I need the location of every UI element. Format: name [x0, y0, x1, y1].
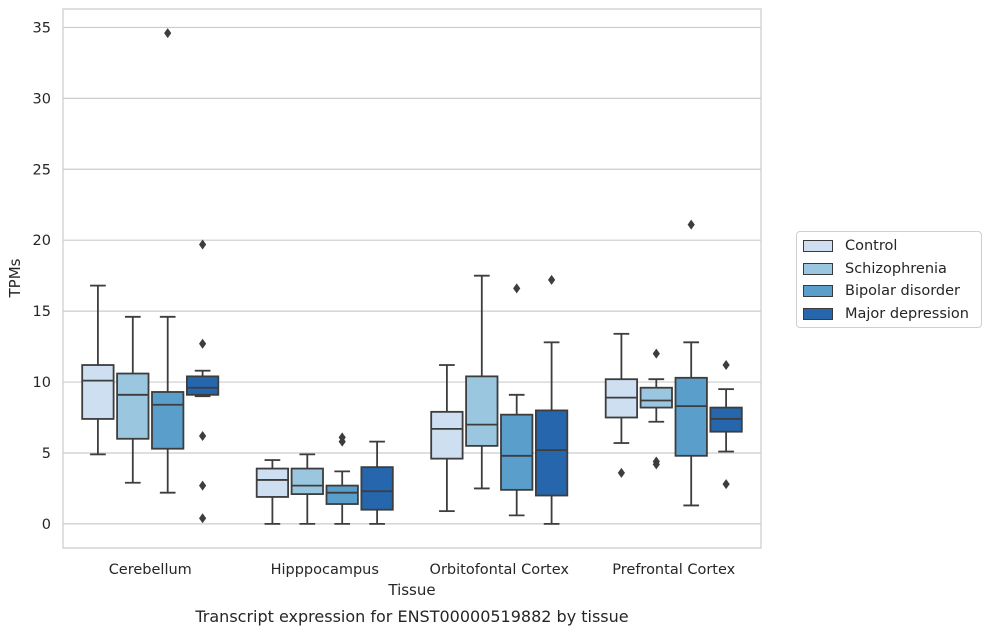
outlier-point: [199, 480, 207, 491]
plot-area-frame: [62, 8, 762, 549]
chart-caption: Transcript expression for ENST0000051988…: [194, 607, 628, 626]
box-control: [255, 459, 290, 525]
outlier-point: [722, 479, 730, 490]
box-major-depression: [534, 274, 569, 525]
box-iqr: [325, 484, 359, 505]
y-tick-label: 20: [33, 233, 51, 249]
gridlines: [63, 26, 761, 525]
box-bipolar-disorder: [500, 283, 534, 517]
box-iqr: [151, 391, 185, 450]
outlier-point: [513, 283, 521, 294]
box-major-depression: [185, 239, 220, 524]
outlier-point: [164, 28, 172, 39]
y-tick-label: 5: [42, 446, 51, 462]
legend-item: Schizophrenia: [797, 258, 981, 281]
box-schizophrenia: [290, 453, 324, 525]
box-iqr: [81, 364, 115, 420]
boxes: [81, 28, 743, 525]
outlier-point: [338, 436, 346, 447]
legend-label: Major depression: [845, 305, 969, 322]
legend-label: Control: [845, 238, 898, 255]
legend-swatch: [803, 262, 833, 275]
x-tick-label: Orbitofontal Cortex: [430, 562, 570, 578]
y-tick-labels: 0 5 10 15 20 25 30 35: [33, 20, 51, 532]
box-major-depression: [360, 440, 394, 525]
outlier-point: [687, 219, 695, 230]
y-axis-label: TPMs: [6, 258, 24, 298]
legend-label: Schizophrenia: [845, 260, 947, 277]
legend-item: Control: [797, 235, 981, 258]
box-iqr: [185, 375, 220, 396]
box-control: [430, 364, 464, 513]
box-bipolar-disorder: [325, 432, 359, 525]
box-iqr: [674, 376, 708, 457]
outlier-point: [652, 348, 660, 359]
y-tick-label: 25: [33, 162, 51, 178]
x-tick-label: Cerebellum: [109, 562, 192, 578]
legend: Control Schizophrenia Bipolar disorder Majo…: [796, 231, 982, 328]
box-schizophrenia: [465, 274, 499, 490]
x-tick-label: Hipppocampus: [271, 562, 379, 578]
box-schizophrenia: [639, 348, 673, 470]
legend-swatch: [803, 240, 833, 253]
outlier-point: [199, 239, 207, 250]
x-tick-labels: Cerebellum Hipppocampus Orbitofontal Corte…: [109, 562, 736, 578]
box-iqr: [534, 409, 569, 497]
outlier-point: [722, 360, 730, 371]
y-tick-label: 30: [33, 91, 51, 107]
x-axis-label: Tissue: [387, 581, 435, 599]
box-iqr: [430, 410, 464, 460]
outlier-point: [617, 467, 625, 478]
box-iqr: [255, 467, 290, 498]
y-tick-label: 0: [42, 517, 51, 533]
y-tick-label: 15: [33, 304, 51, 320]
y-tick-label: 10: [33, 375, 51, 391]
y-tick-label: 35: [33, 20, 51, 36]
outlier-point: [548, 274, 556, 285]
box-iqr: [465, 375, 499, 447]
box-iqr: [290, 467, 324, 495]
box-bipolar-disorder: [674, 219, 708, 507]
outlier-point: [652, 459, 660, 470]
box-iqr: [360, 466, 394, 511]
box-control: [604, 332, 639, 478]
legend-swatch: [803, 285, 833, 298]
box-major-depression: [709, 360, 743, 490]
box-iqr: [116, 372, 150, 440]
box-iqr: [500, 413, 534, 491]
legend-label: Bipolar disorder: [845, 283, 960, 300]
x-tick-label: Prefrontal Cortex: [612, 562, 735, 578]
legend-item: Bipolar disorder: [797, 280, 981, 303]
box-schizophrenia: [116, 315, 150, 484]
box-control: [81, 284, 115, 456]
legend-swatch: [803, 307, 833, 320]
outlier-point: [199, 513, 207, 524]
outlier-point: [199, 430, 207, 441]
legend-item: Major depression: [797, 303, 981, 326]
box-bipolar-disorder: [151, 28, 185, 494]
outlier-point: [199, 338, 207, 349]
box-iqr: [639, 386, 673, 409]
